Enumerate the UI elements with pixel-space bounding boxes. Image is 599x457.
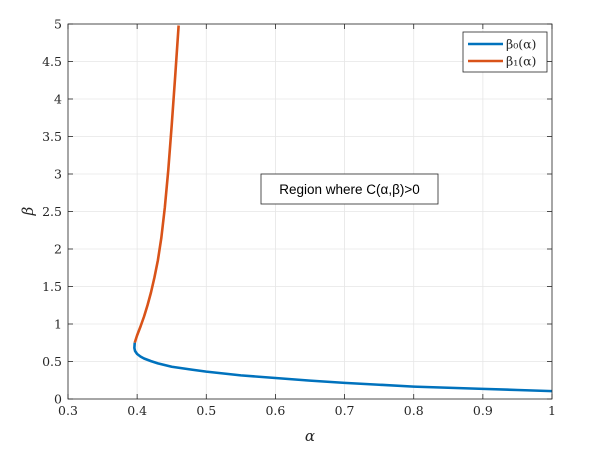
x-tick-label: 0.3 bbox=[58, 403, 78, 418]
x-tick-label: 1 bbox=[548, 403, 556, 418]
legend: β₀(α) β₁(α) bbox=[462, 31, 548, 73]
ticks bbox=[67, 23, 553, 400]
y-tick-label: 5 bbox=[54, 17, 62, 32]
y-tick-label: 2.5 bbox=[42, 204, 62, 219]
y-tick-label: 3.5 bbox=[42, 129, 62, 144]
x-axis-label: α bbox=[305, 427, 315, 445]
series-line-beta0 bbox=[133, 342, 553, 393]
y-tick-label: 3 bbox=[54, 167, 62, 182]
x-tick-label: 0.7 bbox=[335, 403, 355, 418]
annotation-text: Region where C(α,β)>0 bbox=[279, 182, 420, 197]
y-axis-label: β bbox=[19, 206, 37, 216]
x-tick-label: 0.5 bbox=[196, 403, 216, 418]
x-tick-labels: 0.3 0.4 0.5 0.6 0.7 0.8 0.9 1 bbox=[58, 403, 556, 418]
legend-label-beta0: β₀(α) bbox=[506, 37, 536, 52]
y-tick-label: 0 bbox=[54, 392, 62, 407]
series-line-beta1 bbox=[133, 25, 180, 344]
x-tick-label: 0.8 bbox=[404, 403, 424, 418]
x-tick-label: 0.4 bbox=[127, 403, 147, 418]
y-tick-label: 1 bbox=[54, 317, 62, 332]
x-tick-label: 0.6 bbox=[265, 403, 285, 418]
y-tick-label: 2 bbox=[54, 242, 62, 257]
annotation-frame bbox=[260, 173, 439, 205]
y-tick-label: 0.5 bbox=[42, 354, 62, 369]
y-tick-labels: 0 0.5 1 1.5 2 2.5 3 3.5 4 4.5 5 bbox=[42, 17, 62, 407]
y-tick-label: 4 bbox=[54, 92, 62, 107]
x-tick-label: 0.9 bbox=[473, 403, 493, 418]
series-layer bbox=[133, 25, 553, 393]
annotation-box: Region where C(α,β)>0 bbox=[260, 173, 439, 205]
legend-frame bbox=[462, 31, 548, 73]
y-tick-label: 1.5 bbox=[42, 279, 62, 294]
legend-label-beta1: β₁(α) bbox=[506, 54, 536, 69]
y-tick-label: 4.5 bbox=[42, 54, 62, 69]
